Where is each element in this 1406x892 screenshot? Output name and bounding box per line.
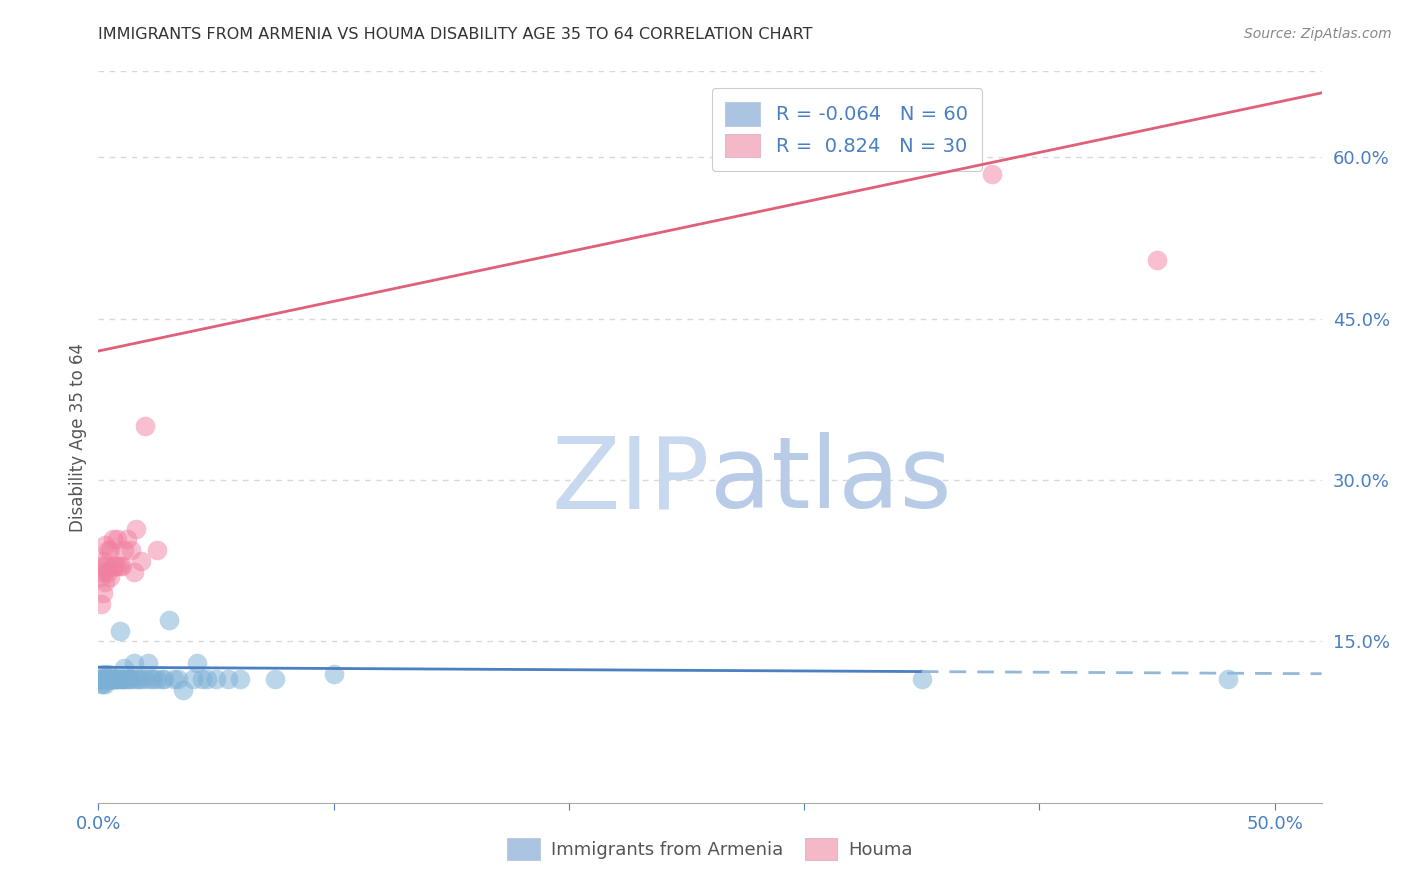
Text: Source: ZipAtlas.com: Source: ZipAtlas.com — [1244, 27, 1392, 41]
Point — [125, 672, 148, 686]
Point — [263, 672, 285, 686]
Point — [125, 521, 148, 535]
Point — [101, 672, 124, 686]
Point — [134, 419, 156, 434]
Point — [105, 672, 128, 686]
Point — [104, 672, 127, 686]
Point — [134, 672, 156, 686]
Point — [981, 167, 1004, 181]
Point — [91, 672, 114, 686]
Point — [172, 682, 194, 697]
Point — [97, 672, 120, 686]
Point — [122, 565, 145, 579]
Point — [112, 543, 135, 558]
Text: atlas: atlas — [710, 433, 952, 530]
Point — [205, 672, 228, 686]
Text: IMMIGRANTS FROM ARMENIA VS HOUMA DISABILITY AGE 35 TO 64 CORRELATION CHART: IMMIGRANTS FROM ARMENIA VS HOUMA DISABIL… — [98, 27, 813, 42]
Point — [153, 672, 176, 686]
Point — [91, 565, 114, 579]
Point — [97, 565, 120, 579]
Point — [120, 672, 142, 686]
Point — [91, 672, 114, 686]
Point — [129, 672, 152, 686]
Point — [94, 538, 117, 552]
Point — [97, 666, 120, 681]
Point — [186, 656, 208, 670]
Point — [98, 543, 121, 558]
Point — [112, 661, 135, 675]
Point — [167, 672, 190, 686]
Point — [217, 672, 239, 686]
Point — [108, 672, 131, 686]
Point — [136, 656, 159, 670]
Point — [97, 672, 120, 686]
Point — [98, 672, 121, 686]
Point — [91, 554, 114, 568]
Point — [181, 672, 204, 686]
Point — [150, 672, 173, 686]
Point — [120, 543, 142, 558]
Point — [115, 672, 138, 686]
Point — [90, 672, 112, 686]
Point — [191, 672, 214, 686]
Point — [91, 666, 114, 681]
Point — [104, 672, 127, 686]
Point — [90, 559, 112, 574]
Point — [97, 672, 120, 686]
Point — [90, 672, 112, 686]
Point — [118, 672, 141, 686]
Point — [101, 559, 124, 574]
Point — [97, 543, 120, 558]
Point — [911, 672, 934, 686]
Text: ZIP: ZIP — [551, 433, 710, 530]
Point — [122, 656, 145, 670]
Point — [94, 575, 117, 590]
Point — [111, 672, 134, 686]
Point — [195, 672, 218, 686]
Point — [91, 677, 114, 691]
Point — [1216, 672, 1239, 686]
Point — [108, 624, 131, 638]
Point — [146, 543, 169, 558]
Point — [112, 672, 135, 686]
Point — [111, 672, 134, 686]
Point — [101, 672, 124, 686]
Point — [98, 672, 121, 686]
Point — [90, 570, 112, 584]
Point — [94, 672, 117, 686]
Point — [127, 672, 149, 686]
Point — [115, 533, 138, 547]
Point — [108, 559, 131, 574]
Point — [98, 570, 121, 584]
Point — [94, 672, 117, 686]
Point — [129, 554, 152, 568]
Point — [90, 597, 112, 611]
Point — [90, 677, 112, 691]
Point — [157, 613, 180, 627]
Point — [98, 672, 121, 686]
Y-axis label: Disability Age 35 to 64: Disability Age 35 to 64 — [69, 343, 87, 532]
Point — [101, 533, 124, 547]
Point — [105, 672, 128, 686]
Point — [91, 586, 114, 600]
Point — [1146, 252, 1168, 267]
Point — [139, 672, 162, 686]
Point — [105, 533, 128, 547]
Point — [104, 559, 127, 574]
Point — [94, 672, 117, 686]
Point — [94, 677, 117, 691]
Point — [101, 672, 124, 686]
Point — [111, 559, 134, 574]
Legend: Immigrants from Armenia, Houma: Immigrants from Armenia, Houma — [501, 830, 920, 867]
Point — [94, 559, 117, 574]
Point — [141, 672, 163, 686]
Point — [163, 672, 186, 686]
Point — [105, 559, 128, 574]
Point — [146, 672, 169, 686]
Point — [228, 672, 250, 686]
Point — [322, 666, 344, 681]
